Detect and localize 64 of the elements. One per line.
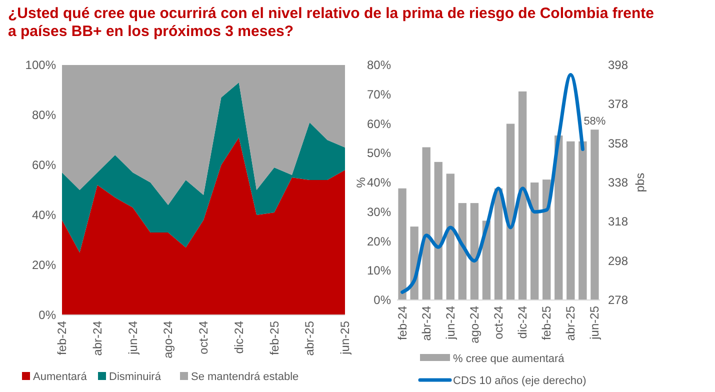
bar	[434, 162, 442, 300]
x-tick-label: feb-24	[55, 320, 69, 356]
y2-tick-label: 278	[608, 293, 628, 307]
x-tick-label: oct-24	[492, 306, 506, 340]
y-tick-label: 20%	[32, 258, 56, 272]
y-tick-label: 0%	[374, 293, 392, 307]
x-tick-label: jun-24	[443, 306, 458, 340]
bar	[422, 147, 430, 300]
y-tick-label: 80%	[366, 58, 392, 72]
bar	[470, 203, 479, 300]
x-tick-label: jun-25	[588, 306, 602, 340]
legend-label: CDS 10 años (eje derecho)	[453, 375, 586, 387]
bar	[590, 130, 599, 300]
bar	[506, 124, 515, 300]
y-tick-label: 60%	[366, 116, 392, 131]
x-tick-label: ago-24	[467, 306, 482, 344]
x-tick-label: abr-25	[302, 320, 317, 356]
y-axis-title: %	[354, 176, 368, 188]
bar	[578, 141, 587, 300]
bar	[542, 180, 551, 300]
x-tick-label: feb-24	[395, 306, 410, 340]
x-tick-label: feb-25	[540, 306, 554, 340]
bar	[398, 188, 406, 300]
x-tick-label: oct-24	[196, 320, 210, 354]
x-tick-label: jun-25	[338, 320, 352, 356]
x-tick-label: abr-25	[564, 306, 578, 341]
bar	[446, 174, 454, 300]
bar	[518, 91, 527, 300]
chart-title: ¿Usted qué cree que ocurrirá con el nivel relativo de la prima de riesgo de Colombia frente a países BB+ en los próximos 3 meses?	[8, 5, 654, 40]
legend-label: Se mantendrá estable	[191, 371, 299, 383]
x-tick-label: dic-24	[516, 306, 530, 339]
y2-tick-label: 318	[608, 214, 628, 229]
data-label: 58%	[584, 116, 606, 128]
y-tick-label: 30%	[366, 204, 392, 219]
legend-label: % cree que aumentará	[453, 353, 566, 365]
bar	[530, 182, 539, 300]
y-tick-label: 50%	[366, 146, 392, 160]
bar	[566, 141, 575, 300]
y-tick-label: 60%	[32, 158, 56, 172]
x-tick-label: dic-24	[232, 320, 246, 354]
legend-label: Disminuirá	[109, 371, 162, 383]
line-series	[400, 73, 584, 294]
y2-tick-label: 398	[608, 58, 628, 72]
y-tick-label: 70%	[366, 87, 392, 102]
bar	[458, 203, 467, 300]
y2-axis-title: pbs	[633, 172, 647, 192]
x-tick-label: abr-24	[419, 306, 434, 341]
y-tick-label: 0%	[38, 308, 56, 322]
y-tick-label: 80%	[32, 108, 56, 122]
y-tick-label: 40%	[32, 208, 56, 222]
x-tick-label: feb-25	[267, 320, 282, 356]
x-tick-label: jun-24	[126, 320, 140, 356]
x-tick-label: abr-24	[90, 320, 104, 356]
x-tick-label: ago-24	[161, 320, 176, 358]
y2-tick-label: 378	[608, 97, 628, 112]
y2-tick-label: 358	[608, 136, 628, 150]
y-tick-label: 100%	[25, 58, 56, 72]
bar	[494, 188, 503, 300]
y2-tick-label: 298	[608, 254, 628, 268]
y-tick-label: 20%	[366, 234, 392, 248]
y-tick-label: 10%	[366, 264, 392, 278]
y-tick-label: 40%	[366, 176, 392, 190]
y2-tick-label: 338	[608, 176, 628, 190]
legend-label: Aumentará	[33, 371, 88, 383]
